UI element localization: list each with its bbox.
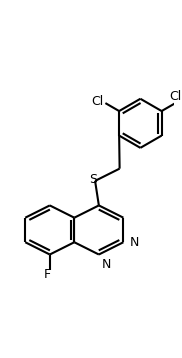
Text: N: N [102,257,111,271]
Text: S: S [90,173,98,186]
Text: F: F [44,268,51,281]
Text: N: N [129,236,139,249]
Text: Cl: Cl [169,90,181,103]
Text: Cl: Cl [91,95,103,108]
